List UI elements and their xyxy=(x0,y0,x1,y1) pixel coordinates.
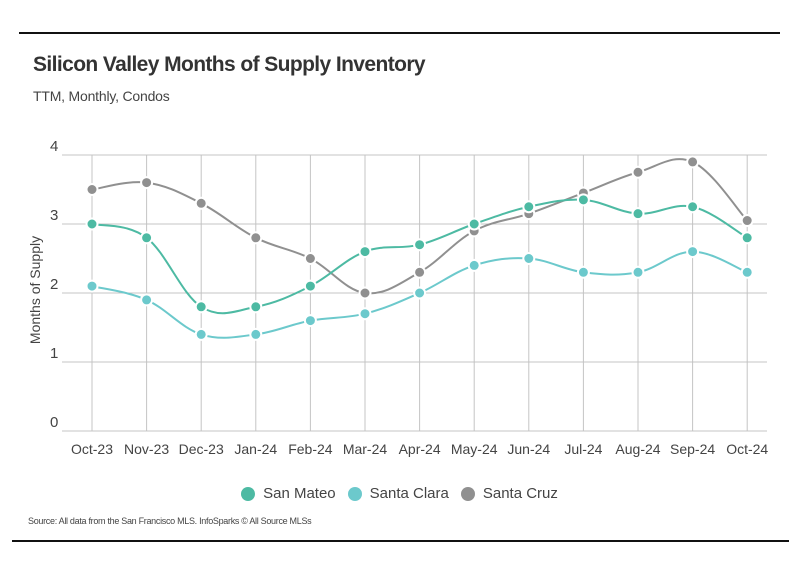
data-point[interactable] xyxy=(740,231,754,245)
data-point[interactable] xyxy=(467,217,481,231)
x-tick-label: Jan-24 xyxy=(234,441,277,457)
x-tick-label: Apr-24 xyxy=(399,441,441,457)
data-point[interactable] xyxy=(631,265,645,279)
data-point[interactable] xyxy=(249,300,263,314)
data-point[interactable] xyxy=(140,231,154,245)
data-point[interactable] xyxy=(85,279,99,293)
legend-label: San Mateo xyxy=(263,485,336,502)
legend-marker-icon xyxy=(347,486,362,501)
data-point[interactable] xyxy=(631,165,645,179)
y-tick-label: 1 xyxy=(50,345,58,362)
data-point[interactable] xyxy=(194,300,208,314)
data-point[interactable] xyxy=(522,252,536,265)
bottom-rule xyxy=(12,540,789,542)
x-tick-label: Oct-24 xyxy=(726,441,768,457)
x-tick-label: Feb-24 xyxy=(288,441,333,457)
data-point[interactable] xyxy=(194,327,208,341)
legend-item[interactable]: Santa Cruz xyxy=(460,485,558,502)
data-point[interactable] xyxy=(140,293,154,307)
y-axis-ticks: 0 1 2 3 4 xyxy=(50,138,58,431)
data-point[interactable] xyxy=(358,307,372,321)
y-tick-label: 0 xyxy=(50,414,58,431)
data-point[interactable] xyxy=(303,279,317,293)
data-point[interactable] xyxy=(249,327,263,341)
data-point[interactable] xyxy=(576,193,590,207)
data-point[interactable] xyxy=(686,155,700,169)
x-tick-label: Jul-24 xyxy=(564,441,602,457)
x-tick-label: Dec-23 xyxy=(179,441,224,457)
series-group xyxy=(85,155,754,341)
data-point[interactable] xyxy=(413,238,427,252)
x-axis-ticks: Oct-23 Nov-23 Dec-23 Jan-24 Feb-24 Mar-24 Apr-… xyxy=(71,441,768,457)
y-tick-label: 2 xyxy=(50,276,58,293)
top-rule xyxy=(19,32,780,34)
grid xyxy=(62,154,767,432)
data-point[interactable] xyxy=(194,196,208,210)
data-point[interactable] xyxy=(85,183,99,196)
chart-title: Silicon Valley Months of Supply Inventor… xyxy=(33,53,426,76)
data-point[interactable] xyxy=(358,245,372,259)
x-tick-label: Nov-23 xyxy=(124,441,169,457)
data-point[interactable] xyxy=(740,265,754,279)
legend-label: Santa Cruz xyxy=(482,485,558,502)
data-point[interactable] xyxy=(631,207,645,221)
data-point[interactable] xyxy=(522,200,536,214)
x-tick-label: Mar-24 xyxy=(343,441,388,457)
y-tick-label: 4 xyxy=(50,138,58,155)
legend-marker-icon xyxy=(460,486,475,501)
y-tick-label: 3 xyxy=(50,207,58,224)
data-point[interactable] xyxy=(413,265,427,279)
data-point[interactable] xyxy=(576,265,590,279)
source-note: Source: All data from the San Francisco … xyxy=(28,516,312,526)
legend-item[interactable]: San Mateo xyxy=(241,485,336,502)
series-san-mateo xyxy=(85,193,754,315)
chart-subtitle: TTM, Monthly, Condos xyxy=(33,88,170,104)
data-point[interactable] xyxy=(686,200,700,214)
data-point[interactable] xyxy=(140,176,154,190)
series-santa-cruz xyxy=(85,155,754,300)
data-point[interactable] xyxy=(467,258,481,272)
x-tick-label: Jun-24 xyxy=(507,441,550,457)
x-tick-label: Aug-24 xyxy=(615,441,660,457)
data-point[interactable] xyxy=(686,245,700,259)
data-point[interactable] xyxy=(85,217,99,231)
data-point[interactable] xyxy=(413,286,427,300)
data-point[interactable] xyxy=(358,286,372,300)
y-axis-label: Months of Supply xyxy=(27,236,43,344)
legend: San Mateo Santa Clara Santa Cruz xyxy=(0,485,799,502)
legend-marker-icon xyxy=(241,486,256,501)
x-tick-label: May-24 xyxy=(451,441,498,457)
legend-label: Santa Clara xyxy=(369,485,449,502)
legend-item[interactable]: Santa Clara xyxy=(347,485,449,502)
x-tick-label: Oct-23 xyxy=(71,441,113,457)
data-point[interactable] xyxy=(249,231,263,245)
data-point[interactable] xyxy=(303,314,317,328)
series-santa-clara xyxy=(85,245,754,341)
data-point[interactable] xyxy=(740,214,754,228)
x-tick-label: Sep-24 xyxy=(670,441,715,457)
data-point[interactable] xyxy=(303,252,317,265)
